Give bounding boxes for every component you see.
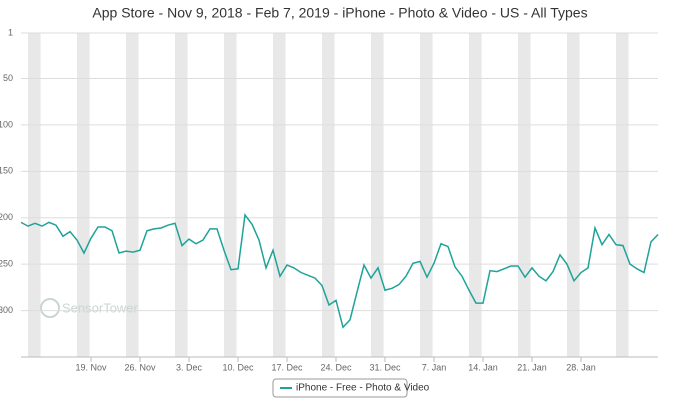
weekend-band — [322, 33, 335, 357]
watermark-icon — [40, 298, 60, 318]
weekend-band — [77, 33, 90, 357]
x-tick-label: 26. Nov — [124, 362, 156, 372]
weekend-band — [616, 33, 629, 357]
weekend-band — [28, 33, 41, 357]
weekend-band — [420, 33, 433, 357]
x-tick-label: 7. Jan — [422, 362, 447, 372]
watermark: SensorTower — [62, 300, 139, 315]
chart-title: App Store - Nov 9, 2018 - Feb 7, 2019 - … — [92, 5, 587, 21]
x-tick-label: 24. Dec — [320, 362, 352, 372]
x-tick-label: 3. Dec — [176, 362, 203, 372]
x-tick-label: 19. Nov — [75, 362, 107, 372]
x-tick-label: 31. Dec — [369, 362, 401, 372]
weekend-band — [175, 33, 188, 357]
weekend-band — [273, 33, 286, 357]
weekend-band — [126, 33, 139, 357]
x-tick-label: 14. Jan — [468, 362, 498, 372]
weekend-band — [518, 33, 531, 357]
y-tick-label: 100 — [0, 119, 13, 129]
y-tick-label: 200 — [0, 212, 13, 222]
y-tick-label: 250 — [0, 259, 13, 269]
x-tick-label: 28. Jan — [566, 362, 596, 372]
weekend-band — [224, 33, 237, 357]
legend-box — [272, 378, 408, 398]
weekend-band — [469, 33, 482, 357]
y-tick-label: 50 — [3, 73, 13, 83]
y-tick-label: 300 — [0, 305, 13, 315]
x-tick-label: 17. Dec — [271, 362, 303, 372]
x-tick-label: 10. Dec — [222, 362, 254, 372]
series-line — [20, 213, 659, 329]
y-tick-label: 1 — [8, 27, 13, 37]
weekend-bands — [28, 33, 629, 357]
legend-text: iPhone - Free - Photo & Video — [296, 383, 430, 394]
weekend-band — [567, 33, 580, 357]
y-tick-label: 150 — [0, 166, 13, 176]
weekend-band — [371, 33, 384, 357]
x-tick-label: 21. Jan — [517, 362, 547, 372]
